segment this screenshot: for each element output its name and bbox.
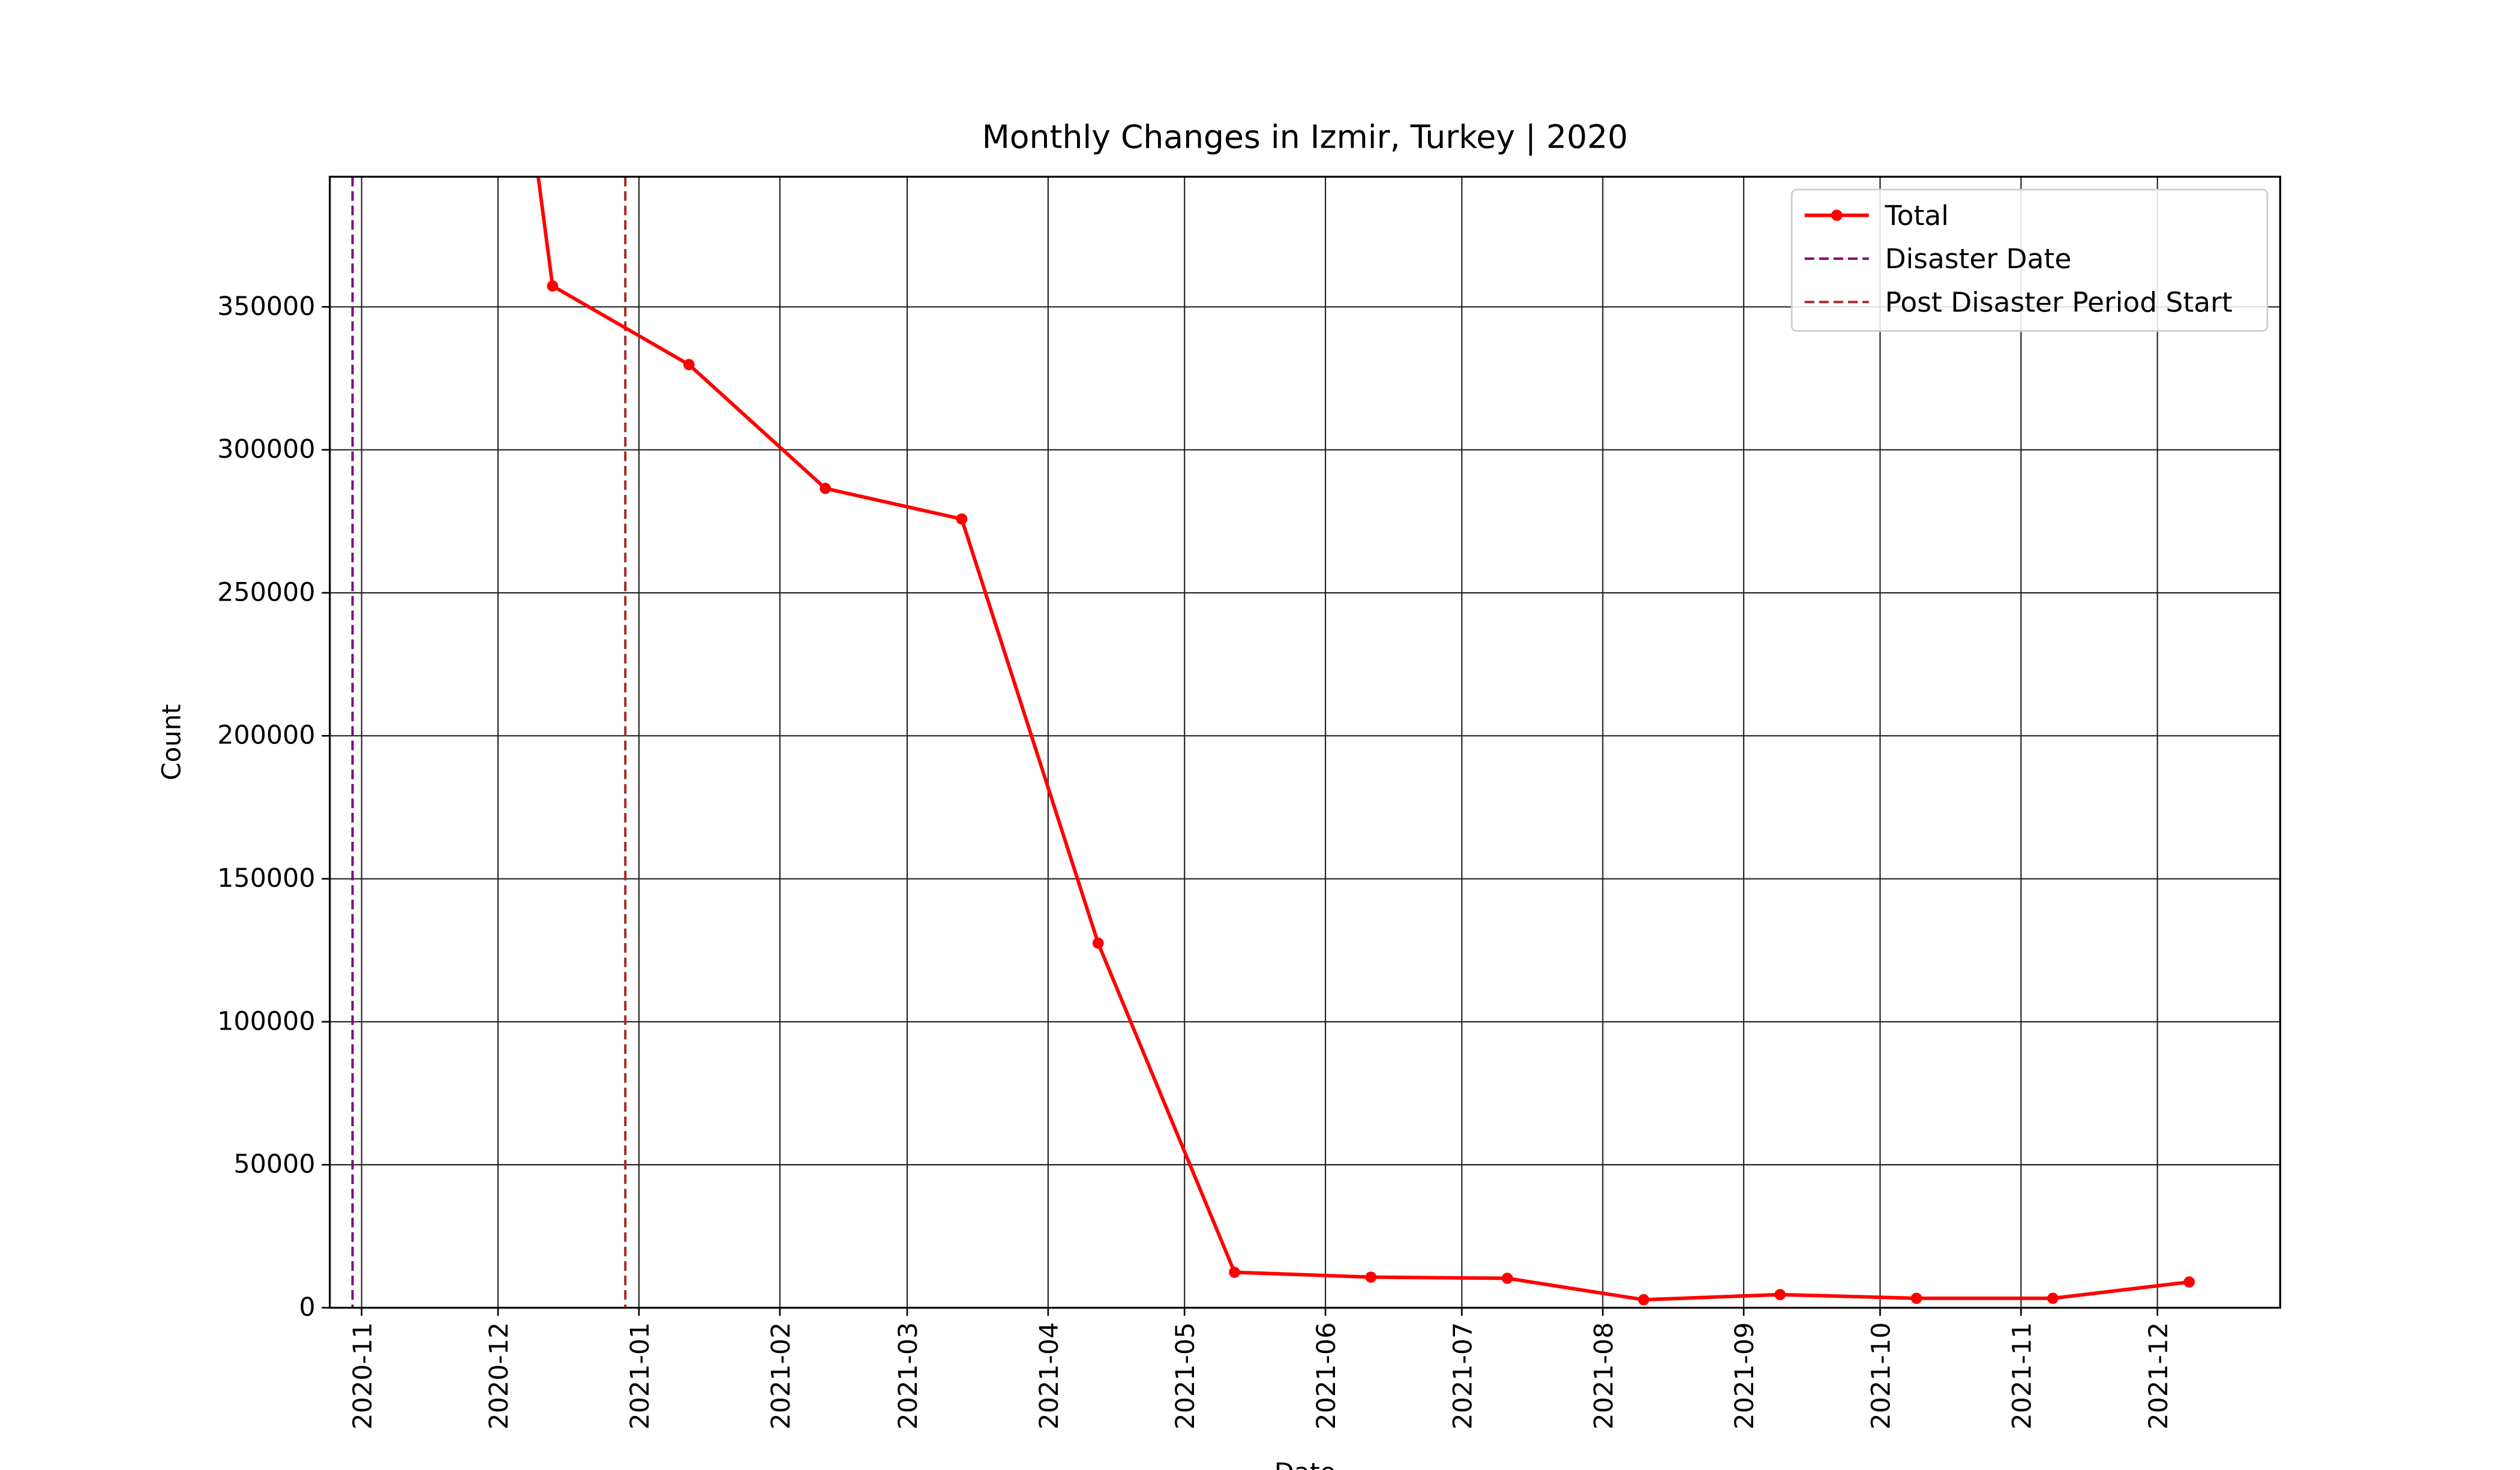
x-tick-label: 2021-01 [625, 1322, 655, 1430]
x-tick-label: 2021-09 [1730, 1322, 1760, 1430]
x-tick-label: 2021-04 [1034, 1322, 1064, 1430]
x-tick-label: 2021-06 [1312, 1322, 1342, 1430]
data-point [1638, 1294, 1649, 1306]
data-point [547, 280, 559, 292]
legend-swatch [1831, 209, 1843, 221]
x-tick-label: 2020-11 [348, 1322, 378, 1430]
x-tick-label: 2021-07 [1448, 1322, 1478, 1430]
legend-box [1790, 188, 2269, 332]
chart-title: Monthly Changes in Izmir, Turkey | 2020 [982, 118, 1628, 155]
data-point [2183, 1276, 2195, 1288]
y-tick-label: 350000 [217, 292, 316, 322]
data-point [1774, 1289, 1786, 1301]
x-axis-label: Date [1274, 1458, 1336, 1470]
data-point [1229, 1267, 1240, 1278]
plot-area [536, 176, 2195, 1306]
y-tick-label: 50000 [233, 1150, 315, 1180]
data-line [536, 176, 2190, 1302]
x-tick-label: 2021-02 [766, 1322, 796, 1430]
x-tick-label: 2021-05 [1171, 1322, 1201, 1430]
data-point [1910, 1292, 1922, 1304]
plot-frame [329, 175, 2281, 1309]
data-point [956, 513, 968, 525]
data-point [1365, 1271, 1377, 1283]
x-tick-label: 2021-03 [893, 1322, 923, 1430]
legend-label: Disaster Date [1885, 243, 2072, 275]
legend-label: Total [1885, 200, 1949, 232]
y-tick-label: 150000 [217, 863, 316, 893]
data-point [2047, 1292, 2059, 1304]
legend-label: Post Disaster Period Start [1885, 286, 2233, 318]
data-point [1092, 937, 1104, 949]
x-tick-label: 2021-12 [2144, 1322, 2174, 1430]
y-tick-label: 0 [299, 1292, 315, 1322]
y-tick-label: 250000 [217, 577, 316, 607]
y-tick-label: 300000 [217, 434, 316, 464]
x-tick-label: 2020-12 [484, 1322, 514, 1430]
y-axis-label: Count [157, 704, 187, 780]
data-point [1501, 1273, 1513, 1284]
x-tick-label: 2021-11 [2007, 1322, 2037, 1430]
y-tick-label: 100000 [217, 1006, 316, 1036]
data-point [683, 359, 695, 371]
x-tick-label: 2021-08 [1589, 1322, 1619, 1430]
x-tick-label: 2021-10 [1867, 1322, 1897, 1430]
data-point [820, 482, 831, 494]
y-tick-label: 200000 [217, 721, 316, 751]
